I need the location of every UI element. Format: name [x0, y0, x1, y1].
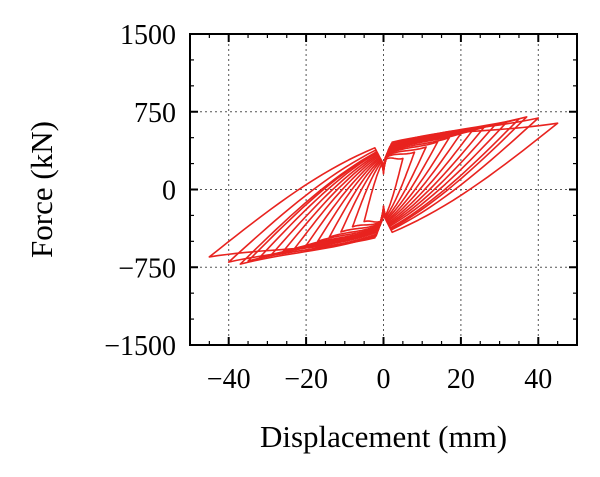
x-axis-title: Displacement (mm) — [260, 419, 507, 454]
axis-ticks — [189, 33, 578, 346]
hysteresis-loop — [208, 122, 559, 258]
x-tick-label: 0 — [377, 364, 391, 395]
y-tick-label: −1500 — [104, 331, 176, 362]
y-tick-label: 750 — [134, 98, 176, 129]
x-tick-label: −40 — [207, 364, 251, 395]
x-tick-label: −20 — [284, 364, 328, 395]
x-tick-label: 20 — [447, 364, 475, 395]
hysteresis-loop — [316, 136, 451, 243]
y-tick-label: 1500 — [120, 20, 176, 51]
hysteresis-loop — [363, 157, 404, 223]
x-tick-label: 40 — [524, 364, 552, 395]
hysteresis-curves — [208, 116, 559, 265]
x-tick-labels: −40 −20 0 20 40 — [207, 364, 552, 395]
hysteresis-loop — [340, 146, 427, 233]
y-tick-label: −750 — [118, 253, 176, 284]
hysteresis-loop — [328, 141, 439, 238]
y-tick-labels: 1500 750 0 −750 −1500 — [104, 20, 176, 362]
hysteresis-loop — [227, 117, 540, 263]
grid — [190, 33, 577, 346]
hysteresis-loop — [351, 151, 416, 228]
y-tick-label: 0 — [162, 176, 176, 207]
y-axis-title: Force (kN) — [24, 121, 59, 258]
